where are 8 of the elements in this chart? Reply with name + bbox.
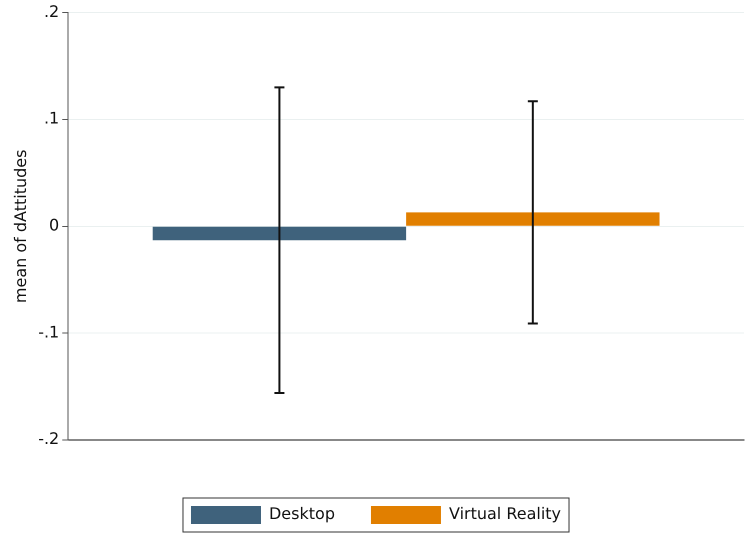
y-tick-label: .2 — [44, 2, 60, 21]
legend-label: Virtual Reality — [448, 504, 562, 524]
y-tick-label: .1 — [44, 108, 60, 128]
y-tick-label: -.2 — [38, 429, 60, 448]
y-tick-label: -.1 — [38, 322, 60, 342]
y-tick-label: 0 — [49, 215, 60, 234]
y-axis-title: mean of dAttitudes — [10, 150, 30, 304]
legend-label: Desktop — [268, 504, 335, 524]
